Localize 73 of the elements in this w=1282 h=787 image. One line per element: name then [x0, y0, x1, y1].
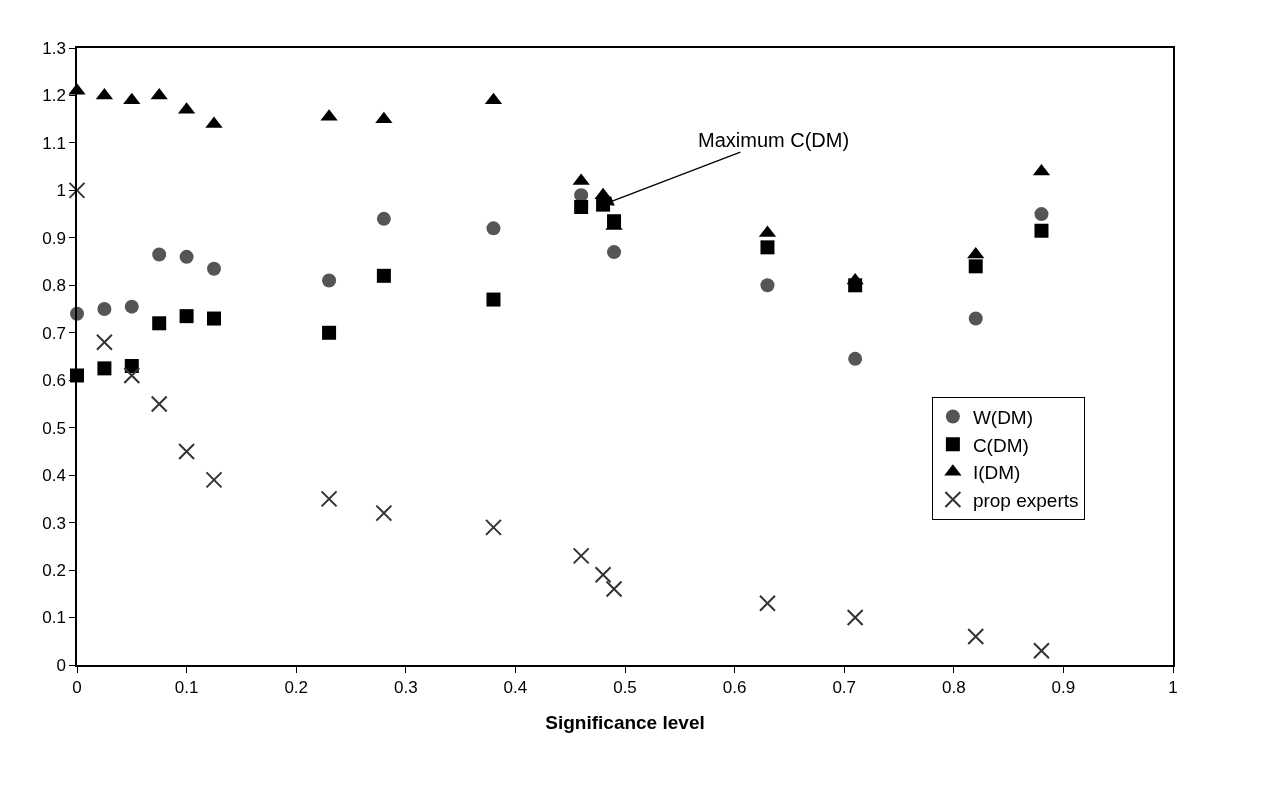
x-tick-label: 1: [1168, 678, 1178, 698]
point: [486, 221, 501, 236]
x-tick-label: 0.1: [174, 678, 199, 698]
point: [758, 594, 776, 612]
point: [486, 292, 501, 307]
x-tick-label: 0.5: [613, 678, 637, 698]
point: [572, 547, 590, 565]
y-tick-label: 0.4: [42, 466, 66, 486]
point: [207, 261, 221, 276]
y-tick-label: 1: [56, 181, 66, 201]
point: [320, 490, 338, 508]
point: [760, 278, 775, 293]
point: [967, 628, 985, 646]
point: [376, 211, 391, 226]
point: [97, 361, 112, 376]
y-tick-label: 0.3: [42, 513, 66, 533]
y-tick-label: 0.2: [42, 561, 66, 581]
point: [322, 325, 337, 340]
point: [68, 181, 86, 199]
annotation: Maximum C(DM): [698, 129, 850, 151]
point: [1034, 207, 1049, 222]
point: [152, 247, 167, 262]
point: [123, 366, 141, 384]
legend-label: prop experts: [972, 489, 1079, 511]
x-tick-label: 0: [72, 678, 82, 698]
y-tick-label: 0.5: [42, 418, 66, 438]
x-tick-label: 0.6: [722, 678, 747, 698]
point: [207, 311, 221, 326]
y-tick-label: 0.6: [42, 371, 66, 391]
point: [605, 580, 623, 598]
point: [484, 518, 502, 536]
point: [846, 609, 864, 627]
y-tick-label: 0: [56, 655, 66, 675]
legend-label: I(DM): [972, 462, 1021, 484]
point: [150, 395, 168, 413]
point: [760, 240, 775, 255]
x-tick-label: 0.2: [284, 678, 309, 698]
legend-label: W(DM): [972, 406, 1034, 428]
point: [95, 333, 113, 351]
point: [968, 259, 983, 274]
point: [124, 299, 139, 314]
legend-label: C(DM): [972, 434, 1029, 456]
y-tick-label: 1.1: [42, 133, 66, 153]
y-tick-label: 0.1: [42, 608, 66, 628]
point: [375, 504, 393, 522]
point: [179, 309, 194, 324]
x-tick-label: 0.8: [941, 678, 966, 698]
y-tick-label: 1.2: [42, 86, 66, 106]
x-tick-label: 0.3: [393, 678, 418, 698]
x-axis-title: Significance level: [545, 712, 705, 734]
point: [968, 311, 983, 326]
y-tick-label: 0.9: [42, 228, 66, 248]
point: [376, 268, 391, 283]
point: [848, 351, 863, 366]
point: [574, 200, 589, 214]
x-tick-label: 0.7: [832, 678, 857, 698]
point: [205, 471, 223, 489]
point: [150, 87, 168, 100]
point: [322, 273, 337, 288]
point: [179, 249, 194, 264]
x-tick-label: 0.4: [503, 678, 528, 698]
point: [152, 316, 167, 331]
point: [967, 246, 985, 259]
point: [1032, 642, 1050, 660]
y-tick-label: 0.7: [42, 323, 66, 343]
y-tick-label: 1.3: [42, 38, 66, 58]
point: [1034, 223, 1049, 238]
x-tick-label: 0.9: [1051, 678, 1076, 698]
point: [178, 442, 196, 460]
point: [594, 566, 612, 584]
y-tick-label: 0.8: [42, 276, 66, 296]
point: [607, 245, 622, 260]
point: [97, 302, 112, 317]
